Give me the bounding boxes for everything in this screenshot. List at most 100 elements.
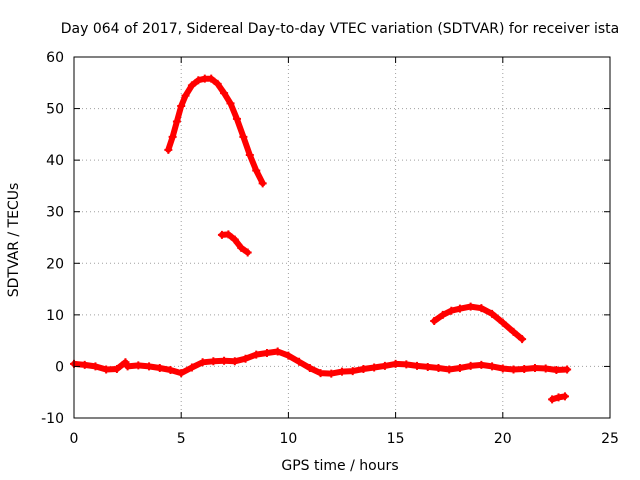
- data-point: [198, 358, 207, 367]
- data-point: [155, 363, 164, 372]
- data-point: [187, 363, 196, 372]
- y-tick-label: 40: [46, 153, 64, 169]
- data-point: [552, 366, 561, 375]
- data-point: [220, 356, 229, 365]
- x-tick-label: 0: [70, 431, 79, 447]
- data-point: [455, 363, 464, 372]
- x-tick-label: 20: [494, 431, 512, 447]
- data-point: [91, 362, 100, 371]
- data-point: [477, 360, 486, 369]
- data-point: [359, 365, 368, 374]
- data-point: [466, 302, 475, 311]
- series-arc-morning: [164, 74, 267, 188]
- data-point: [509, 327, 518, 336]
- data-series: [70, 74, 572, 404]
- data-point: [252, 166, 261, 175]
- data-point: [230, 235, 239, 244]
- data-point: [252, 350, 261, 359]
- data-point: [232, 114, 241, 123]
- data-point: [541, 364, 550, 373]
- x-axis-label: GPS time / hours: [281, 458, 398, 474]
- y-tick-label: 60: [46, 50, 64, 66]
- data-point: [518, 335, 527, 344]
- data-point: [187, 81, 196, 90]
- data-point: [123, 362, 132, 371]
- series-segment-late: [548, 392, 569, 404]
- data-point: [237, 243, 246, 252]
- series-baseline: [70, 347, 572, 378]
- x-tick-label: 10: [279, 431, 297, 447]
- x-tick-label: 15: [387, 431, 405, 447]
- data-point: [488, 362, 497, 371]
- y-tick-label: 10: [46, 308, 64, 324]
- data-point: [209, 357, 218, 366]
- data-point: [560, 392, 569, 401]
- data-point: [466, 361, 475, 370]
- data-point: [520, 365, 529, 374]
- data-point: [177, 369, 186, 378]
- series-trace: [165, 75, 266, 187]
- data-point: [134, 361, 143, 370]
- data-point: [445, 365, 454, 374]
- data-point: [438, 310, 447, 319]
- y-tick-label: -10: [41, 411, 64, 427]
- data-point: [102, 365, 111, 374]
- data-point: [548, 395, 557, 404]
- data-point: [380, 361, 389, 370]
- x-tick-label: 5: [177, 431, 186, 447]
- data-point: [498, 364, 507, 373]
- y-tick-label: 30: [46, 205, 64, 221]
- data-point: [245, 150, 254, 159]
- data-point: [430, 317, 439, 326]
- data-point: [402, 360, 411, 369]
- data-point: [338, 367, 346, 376]
- y-tick-label: 20: [46, 256, 64, 272]
- data-point: [498, 318, 507, 327]
- data-point: [262, 349, 271, 358]
- data-point: [177, 101, 186, 110]
- chart-title: Day 064 of 2017, Sidereal Day-to-day VTE…: [61, 21, 619, 37]
- data-point: [488, 309, 497, 318]
- y-axis-label: SDTVAR / TECUs: [6, 183, 22, 298]
- data-point: [447, 306, 456, 315]
- data-point: [194, 76, 203, 85]
- data-point: [80, 360, 89, 369]
- data-point: [239, 132, 248, 141]
- data-point: [327, 369, 336, 378]
- data-point: [121, 358, 130, 367]
- x-tick-label: 25: [601, 431, 619, 447]
- data-point: [273, 347, 282, 356]
- series-segment-mid: [217, 230, 252, 257]
- data-point: [241, 354, 250, 363]
- data-point: [224, 230, 233, 239]
- data-point: [509, 365, 518, 374]
- data-point: [455, 304, 464, 313]
- data-point: [370, 363, 379, 372]
- data-point: [220, 89, 229, 98]
- data-point: [213, 79, 222, 88]
- data-point: [243, 248, 252, 257]
- data-point: [181, 91, 190, 100]
- data-point: [164, 145, 173, 154]
- data-point: [284, 351, 293, 360]
- data-point: [563, 365, 572, 374]
- data-point: [348, 367, 357, 376]
- series-trace: [431, 303, 526, 343]
- data-point: [477, 304, 486, 313]
- data-point: [145, 362, 154, 371]
- data-point: [413, 361, 422, 370]
- data-point: [168, 132, 177, 141]
- data-point: [423, 362, 432, 371]
- data-point: [112, 365, 121, 374]
- data-point: [316, 369, 325, 378]
- series-arc-evening: [430, 302, 527, 344]
- y-tick-label: 50: [46, 102, 64, 118]
- data-point: [434, 363, 443, 372]
- data-point: [530, 363, 539, 372]
- data-point: [554, 393, 563, 402]
- data-point: [166, 366, 175, 375]
- data-point: [258, 179, 267, 188]
- plot-frame: [73, 56, 611, 419]
- data-point: [230, 357, 239, 366]
